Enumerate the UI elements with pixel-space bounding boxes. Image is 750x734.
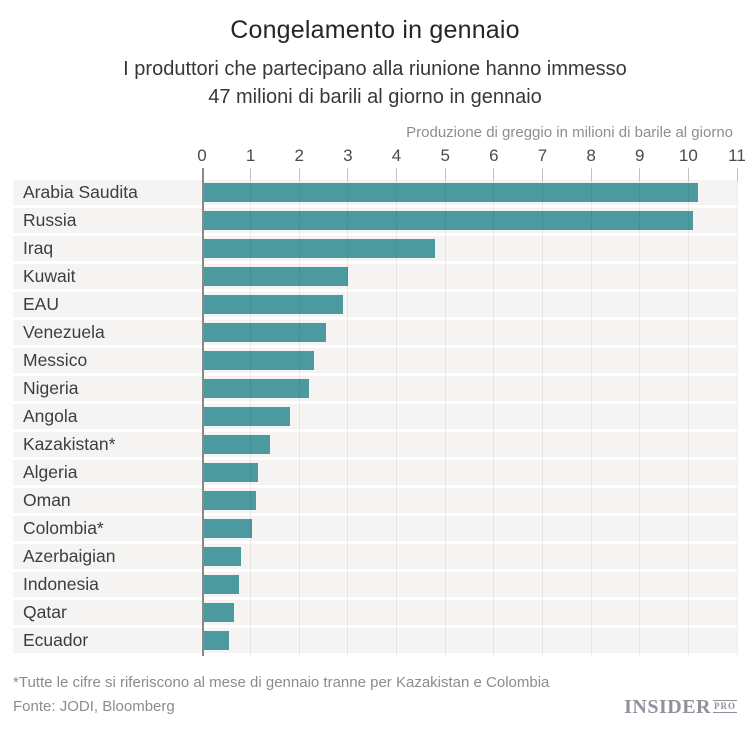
logo-badge: PRO [713,700,737,713]
chart-row: Oman [13,488,737,513]
chart-row: Qatar [13,600,737,625]
chart-row: Kuwait [13,264,737,289]
category-label: Ecuador [23,630,89,650]
row-plot-area [202,572,737,597]
value-bar [202,631,229,650]
row-plot-area [202,404,737,429]
tick-label: 7 [537,146,548,165]
value-bar [202,407,290,426]
row-plot-area [202,432,737,457]
source-credit: Fonte: JODI, Bloomberg [13,698,175,715]
subtitle-line-2: 47 milioni di barili al giorno in gennai… [208,86,542,108]
category-label: Arabia Saudita [23,182,138,202]
value-bar [202,351,314,370]
chart-row: Venezuela [13,320,737,345]
value-bar [202,603,234,622]
category-label: EAU [23,294,59,314]
chart-row: Angola [13,404,737,429]
row-plot-area [202,348,737,373]
chart-subtitle: I produttori che partecipano alla riunio… [0,55,750,111]
tick-label: 0 [197,146,207,165]
row-plot-area [202,488,737,513]
row-plot-area [202,460,737,485]
value-bar [202,295,344,314]
row-plot-area [202,208,737,233]
value-bar [202,491,256,510]
value-bar [202,575,239,594]
value-bar [202,379,309,398]
category-label: Kuwait [23,266,76,286]
chart-row: Nigeria [13,376,737,401]
chart-row: Messico [13,348,737,373]
chart-row: Ecuador [13,628,737,653]
value-bar [202,435,271,454]
row-plot-area [202,600,737,625]
bar-chart: Produzione di greggio in milioni di bari… [13,120,746,658]
category-label: Venezuela [23,322,105,342]
category-label: Algeria [23,462,78,482]
tick-label: 9 [634,146,645,165]
row-plot-area [202,628,737,653]
chart-row: Indonesia [13,572,737,597]
value-bar [202,463,258,482]
chart-row: EAU [13,292,737,317]
chart-row: Colombia* [13,516,737,541]
chart-row: Azerbaigian [13,544,737,569]
tick-label: 5 [440,146,450,165]
value-bar [202,183,699,202]
tick-label: 10 [678,146,698,165]
category-label: Azerbaigian [23,546,116,566]
category-label: Oman [23,490,71,510]
chart-row: Iraq [13,236,737,261]
category-label: Kazakistan* [23,434,116,454]
value-bar [202,239,436,258]
row-plot-area [202,292,737,317]
row-plot-area [202,236,737,261]
row-plot-area [202,376,737,401]
tick-label: 3 [343,146,353,165]
chart-row: Kazakistan* [13,432,737,457]
category-label: Qatar [23,602,67,622]
value-bar [202,519,253,538]
chart-rows: Arabia Saudita Russia Iraq Kuwait EAU Venezue… [13,180,737,656]
chart-row: Russia [13,208,737,233]
logo-text: INSIDER [624,696,711,718]
value-bar [202,267,348,286]
category-label: Indonesia [23,574,99,594]
row-plot-area [202,544,737,569]
row-plot-area [202,320,737,345]
subtitle-line-1: I produttori che partecipano alla riunio… [123,58,627,80]
chart-row: Algeria [13,460,737,485]
tick-label: 2 [294,146,304,165]
category-label: Colombia* [23,518,104,538]
row-plot-area [202,264,737,289]
x-axis-ticks: 0 1 2 3 4 5 6 7 8 9 10 11 [197,146,746,166]
insider-pro-logo: INSIDER PRO [624,697,737,717]
category-label: Iraq [23,238,54,258]
row-plot-area [202,516,737,541]
tick-label: 11 [728,146,746,165]
tick-label: 1 [245,146,256,165]
row-plot-area [202,180,737,205]
tick-label: 6 [489,146,499,165]
value-bar [202,547,241,566]
tick-label: 4 [391,146,402,165]
value-bar [202,323,327,342]
category-label: Russia [23,210,77,230]
footnote: *Tutte le cifre si riferiscono al mese d… [13,674,550,691]
category-label: Messico [23,350,88,370]
chart-title: Congelamento in gennaio [230,16,520,44]
tick-label: 8 [586,146,596,165]
category-label: Nigeria [23,378,79,398]
value-bar [202,211,694,230]
x-axis-label: Produzione di greggio in milioni di bari… [406,124,733,141]
category-label: Angola [23,406,78,426]
chart-row: Arabia Saudita [13,180,737,205]
